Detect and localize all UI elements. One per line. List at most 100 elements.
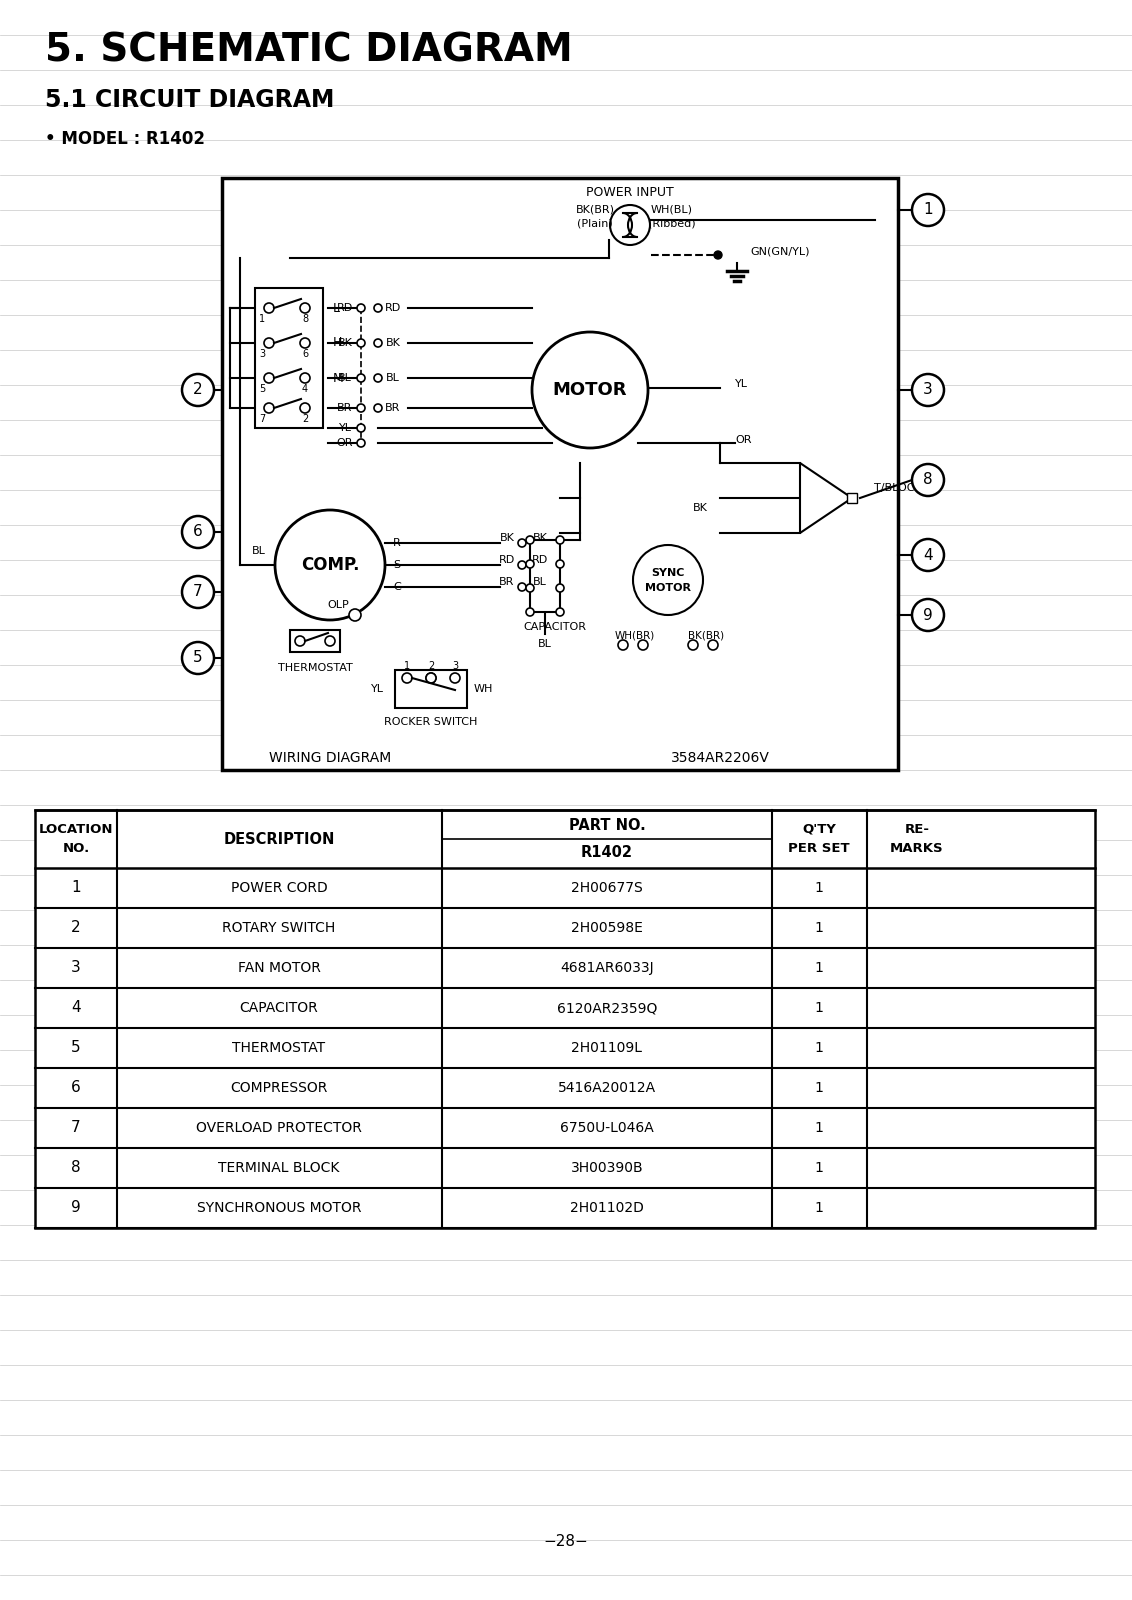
Text: 7: 7 — [194, 584, 203, 600]
Text: H: H — [333, 336, 342, 349]
Text: 6120AR2359Q: 6120AR2359Q — [557, 1002, 658, 1014]
Text: CAPACITOR: CAPACITOR — [240, 1002, 318, 1014]
Bar — [35, 810, 1095, 1229]
Text: 6: 6 — [194, 525, 203, 539]
Text: 5. SCHEMATIC DIAGRAM: 5. SCHEMATIC DIAGRAM — [45, 32, 573, 70]
Text: OLP: OLP — [327, 600, 349, 610]
Text: MOTOR: MOTOR — [552, 381, 627, 398]
Circle shape — [182, 576, 214, 608]
Circle shape — [518, 582, 526, 590]
Circle shape — [357, 424, 365, 432]
Circle shape — [357, 374, 365, 382]
Text: RD: RD — [532, 555, 548, 565]
Circle shape — [264, 338, 274, 349]
Circle shape — [451, 674, 460, 683]
Text: 1: 1 — [815, 882, 823, 894]
Circle shape — [526, 536, 534, 544]
Circle shape — [374, 403, 381, 411]
Text: 2H01109L: 2H01109L — [572, 1042, 643, 1054]
Text: R1402: R1402 — [581, 845, 633, 859]
Text: WIRING DIAGRAM: WIRING DIAGRAM — [269, 750, 392, 765]
Text: (Plain): (Plain) — [577, 219, 612, 229]
Circle shape — [912, 194, 944, 226]
Text: BR: BR — [499, 578, 515, 587]
Text: 9: 9 — [923, 608, 933, 622]
Text: DESCRIPTION: DESCRIPTION — [223, 832, 335, 846]
Text: LOCATION: LOCATION — [38, 822, 113, 835]
Text: MOTOR: MOTOR — [645, 582, 691, 594]
Bar — [290, 630, 340, 653]
Text: 4: 4 — [924, 547, 933, 563]
Text: • MODEL : R1402: • MODEL : R1402 — [45, 130, 205, 149]
Text: OR: OR — [735, 435, 752, 445]
Text: NO.: NO. — [62, 842, 89, 856]
Circle shape — [264, 403, 274, 413]
Text: 2H00677S: 2H00677S — [572, 882, 643, 894]
Circle shape — [518, 562, 526, 570]
Text: 8: 8 — [302, 314, 308, 323]
Circle shape — [275, 510, 385, 619]
Circle shape — [526, 560, 534, 568]
Text: BL: BL — [338, 373, 352, 382]
Circle shape — [532, 333, 648, 448]
Text: 1: 1 — [815, 1202, 823, 1214]
Text: YL: YL — [735, 379, 748, 389]
Text: 2: 2 — [302, 414, 308, 424]
Text: ROTARY SWITCH: ROTARY SWITCH — [222, 922, 335, 934]
Text: 2: 2 — [428, 661, 435, 670]
Circle shape — [714, 251, 722, 259]
Bar — [222, 178, 898, 770]
Text: 2H00598E: 2H00598E — [571, 922, 643, 934]
Text: BL: BL — [386, 373, 400, 382]
Text: 4: 4 — [71, 1000, 80, 1016]
Text: L: L — [333, 301, 340, 315]
Text: GN(GN/YL): GN(GN/YL) — [751, 246, 809, 258]
Text: BL: BL — [538, 638, 552, 650]
Text: 1: 1 — [815, 1002, 823, 1014]
Text: 5416A20012A: 5416A20012A — [558, 1082, 657, 1094]
Circle shape — [633, 546, 703, 614]
Circle shape — [264, 302, 274, 314]
Circle shape — [708, 640, 718, 650]
Text: BL: BL — [252, 546, 266, 557]
Text: COMPRESSOR: COMPRESSOR — [230, 1082, 327, 1094]
Text: 3H00390B: 3H00390B — [571, 1162, 643, 1174]
Text: WH(BL): WH(BL) — [651, 205, 693, 214]
Circle shape — [357, 403, 365, 411]
Text: BK: BK — [337, 338, 352, 349]
Bar — [847, 493, 857, 502]
Text: M: M — [333, 371, 344, 384]
Circle shape — [300, 338, 310, 349]
Text: PART NO.: PART NO. — [568, 818, 645, 834]
Text: SYNCHRONOUS MOTOR: SYNCHRONOUS MOTOR — [197, 1202, 361, 1214]
Text: FAN MOTOR: FAN MOTOR — [238, 962, 320, 974]
Text: 6: 6 — [71, 1080, 80, 1096]
Text: 6750U-L046A: 6750U-L046A — [560, 1122, 654, 1134]
Text: BK: BK — [532, 533, 548, 542]
Circle shape — [912, 464, 944, 496]
Circle shape — [912, 598, 944, 630]
Text: 4: 4 — [302, 384, 308, 394]
Text: 2: 2 — [194, 382, 203, 397]
Text: WH: WH — [473, 685, 492, 694]
Text: BR: BR — [337, 403, 353, 413]
Bar — [255, 288, 323, 427]
Text: BR: BR — [385, 403, 401, 413]
Text: BK: BK — [386, 338, 401, 349]
Text: MARKS: MARKS — [890, 842, 944, 856]
Text: 1: 1 — [404, 661, 410, 670]
Text: 3: 3 — [452, 661, 458, 670]
Text: 3584AR2206V: 3584AR2206V — [670, 750, 770, 765]
Text: BL: BL — [533, 578, 547, 587]
Text: 1: 1 — [815, 1042, 823, 1054]
Text: YL: YL — [370, 685, 384, 694]
Circle shape — [526, 608, 534, 616]
Text: 1: 1 — [924, 203, 933, 218]
Circle shape — [357, 339, 365, 347]
Text: BK: BK — [693, 502, 708, 514]
Text: BK(BR): BK(BR) — [688, 630, 724, 642]
Text: 1: 1 — [815, 1082, 823, 1094]
Circle shape — [556, 560, 564, 568]
Text: 7: 7 — [71, 1120, 80, 1136]
Text: CAPACITOR: CAPACITOR — [523, 622, 586, 632]
